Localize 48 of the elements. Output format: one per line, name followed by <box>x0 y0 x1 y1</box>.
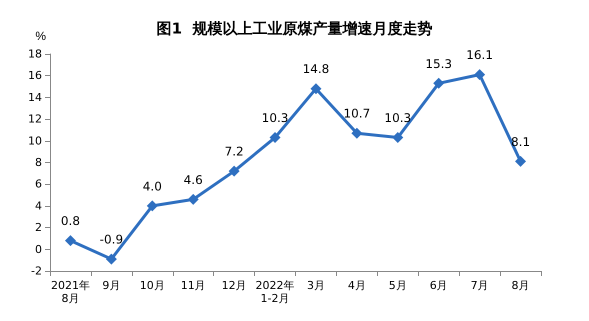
data-label: 0.8 <box>60 214 80 228</box>
point <box>433 78 444 89</box>
x-tick-label: 7月 <box>470 279 489 292</box>
y-tick-label: 2 <box>35 221 42 234</box>
point <box>64 235 76 246</box>
chart-title: 图1 规模以上工业原煤产量增速月度走势 <box>156 20 432 38</box>
data-label: 7.2 <box>224 144 244 159</box>
x-tick-label: 12月 <box>222 279 247 292</box>
x-tick-label: 8月 <box>512 279 530 292</box>
point <box>188 194 199 205</box>
x-tick-label: 10月 <box>140 279 165 292</box>
point <box>270 132 281 144</box>
y-tick-label: 8 <box>35 156 42 169</box>
data-label: 15.3 <box>425 56 452 71</box>
y-tick-label: 14 <box>28 90 42 104</box>
point <box>146 200 158 212</box>
x-tick-label: 2022年 1-2月 <box>256 279 295 305</box>
y-tick-label: 6 <box>35 178 42 191</box>
data-label: 10.3 <box>262 111 288 126</box>
x-tick-label: 2021年 8月 <box>50 279 90 305</box>
x-tick-label: 6月 <box>430 279 448 292</box>
data-label: 10.3 <box>384 111 412 126</box>
point <box>310 83 322 94</box>
y-axis-title: % <box>35 29 46 43</box>
y-tick-label: 16 <box>28 69 42 82</box>
point <box>228 166 240 177</box>
y-tick-label: 0 <box>35 242 42 256</box>
x-tick-label: 4月 <box>348 279 366 292</box>
y-tick-label: 10 <box>28 134 42 148</box>
data-label: 4.6 <box>184 172 203 187</box>
data-label: 14.8 <box>302 62 330 76</box>
x-tick-label: 11月 <box>180 279 206 292</box>
point <box>515 156 526 167</box>
y-tick-label: -2 <box>31 264 42 278</box>
y-tick-label: 18 <box>28 48 42 60</box>
data-label: 16.1 <box>466 48 493 62</box>
point <box>392 132 404 144</box>
point <box>106 254 117 265</box>
x-tick-label: 3月 <box>306 279 325 292</box>
point <box>351 128 362 139</box>
x-tick-label: 5月 <box>388 279 407 292</box>
data-label: 10.7 <box>344 106 370 121</box>
x-tick-label: 9月 <box>102 279 120 292</box>
point <box>474 69 486 80</box>
y-tick-label: 4 <box>35 199 42 212</box>
data-label: -0.9 <box>100 232 124 247</box>
y-tick-label: 12 <box>28 112 42 126</box>
data-label: 4.0 <box>142 179 162 194</box>
